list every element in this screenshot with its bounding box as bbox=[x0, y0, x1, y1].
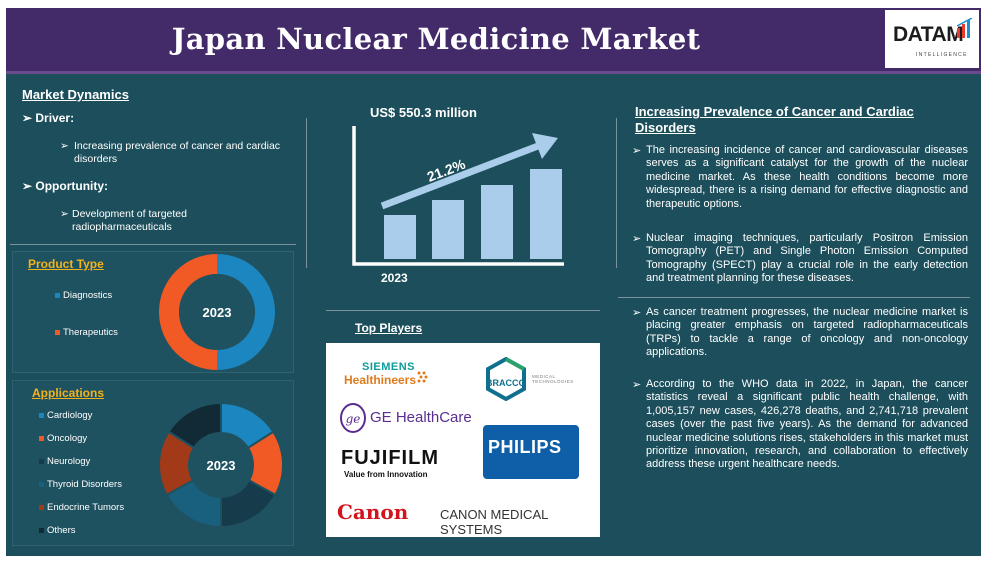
fujifilm-tagline: Value from Innovation bbox=[344, 470, 428, 479]
product-type-heading: Product Type bbox=[28, 257, 104, 271]
legend-swatch bbox=[39, 436, 44, 441]
legend-neurology: Neurology bbox=[39, 456, 90, 467]
bullet-icon: ➢ bbox=[632, 145, 642, 157]
bracco-logo: BRACCO bbox=[486, 378, 526, 388]
logo-subtext: INTELLIGENCE bbox=[916, 52, 968, 58]
company-logo: DATAM INTELLIGENCE bbox=[885, 10, 979, 68]
canon-medical-logo: CANON MEDICAL SYSTEMS bbox=[440, 507, 548, 537]
applications-donut: 2023 bbox=[158, 401, 284, 529]
bullet-icon: ➢ bbox=[632, 233, 642, 245]
fujifilm-logo: FUJIFILM bbox=[341, 447, 439, 469]
logo-bars-icon bbox=[957, 18, 973, 38]
product-type-panel: Product Type Diagnostics Therapeutics 20… bbox=[12, 251, 294, 373]
growth-bar bbox=[432, 200, 464, 259]
right-panel-heading: Increasing Prevalence of Cancer and Card… bbox=[635, 104, 914, 135]
bullet-icon: ➢ bbox=[632, 307, 642, 319]
legend-cardiology: Cardiology bbox=[39, 410, 92, 421]
ge-healthcare-logo: GE HealthCare bbox=[370, 409, 472, 426]
legend-diagnostics: Diagnostics bbox=[55, 290, 112, 301]
donut-slice-diagnostics bbox=[217, 254, 275, 370]
siemens-logo: SIEMENS bbox=[362, 361, 416, 373]
top-players-logos: SIEMENS Healthineers BRACCO MEDICAL TECH… bbox=[326, 343, 600, 537]
legend-swatch bbox=[39, 528, 44, 533]
donut-slice-therapeutics bbox=[159, 254, 217, 370]
bullet-text: Nuclear imaging techniques, particularly… bbox=[646, 232, 968, 285]
growth-bar bbox=[530, 169, 562, 259]
opportunity-label: ➢ Opportunity: bbox=[22, 179, 109, 193]
divider bbox=[10, 244, 296, 245]
donut-year: 2023 bbox=[207, 458, 236, 473]
bracco-subtext: MEDICAL TECHNOLOGIES bbox=[532, 374, 574, 384]
opportunity-text: ➢ Development of targeted radiopharmaceu… bbox=[60, 208, 187, 233]
bullet-text: The increasing incidence of cancer and c… bbox=[646, 144, 968, 210]
logo-text: DATAM bbox=[893, 23, 964, 46]
infographic: Japan Nuclear Medicine Market DATAM INTE… bbox=[6, 8, 981, 556]
market-dynamics-heading: Market Dynamics bbox=[22, 87, 129, 102]
growth-bar bbox=[384, 215, 416, 259]
driver-label: ➢ Driver: bbox=[22, 111, 75, 125]
siemens-dots-icon bbox=[417, 371, 428, 383]
donut-hole bbox=[179, 274, 255, 350]
bullet-icon: ➢ bbox=[632, 379, 642, 391]
divider bbox=[618, 297, 970, 298]
legend-swatch bbox=[39, 413, 44, 418]
legend-therapeutics: Therapeutics bbox=[55, 327, 118, 338]
donut-hole bbox=[189, 433, 253, 497]
divider bbox=[326, 310, 600, 311]
philips-logo: PHILIPS bbox=[488, 437, 562, 457]
legend-swatch bbox=[55, 330, 60, 335]
ge-logo-icon: ge bbox=[340, 403, 366, 433]
divider bbox=[306, 118, 307, 268]
legend-swatch bbox=[39, 505, 44, 510]
svg-text:ge: ge bbox=[346, 412, 361, 426]
donut-year: 2023 bbox=[203, 305, 232, 320]
product-type-donut: 2023 bbox=[159, 254, 275, 370]
applications-panel: Applications Cardiology Oncology Neurolo… bbox=[12, 380, 294, 546]
growth-arrow bbox=[380, 142, 540, 210]
legend-endocrine-tumors: Endocrine Tumors bbox=[39, 502, 124, 513]
driver-text: ➢ Increasing prevalence of cancer and ca… bbox=[60, 140, 281, 165]
page-title: Japan Nuclear Medicine Market bbox=[171, 22, 701, 56]
bracco-shield-icon bbox=[486, 357, 526, 401]
legend-oncology: Oncology bbox=[39, 433, 87, 444]
legend-swatch bbox=[39, 482, 44, 487]
legend-others: Others bbox=[39, 525, 76, 536]
healthineers-logo: Healthineers bbox=[344, 373, 417, 387]
growth-bar bbox=[481, 185, 513, 259]
title-banner: Japan Nuclear Medicine Market DATAM INTE… bbox=[6, 8, 981, 74]
growth-arrow-head bbox=[532, 133, 558, 159]
chart-axis bbox=[352, 126, 564, 266]
divider bbox=[616, 118, 617, 268]
applications-heading: Applications bbox=[32, 386, 105, 400]
bullet-text: According to the WHO data in 2022, in Ja… bbox=[646, 378, 968, 471]
canon-logo: Canon bbox=[337, 500, 409, 524]
legend-swatch bbox=[39, 459, 44, 464]
legend-thyroid-disorders: Thyroid Disorders bbox=[39, 479, 122, 490]
growth-chart: 21.2% bbox=[352, 126, 564, 266]
top-players-heading: Top Players bbox=[355, 321, 423, 335]
philips-badge bbox=[483, 425, 579, 479]
market-year: 2023 bbox=[381, 271, 408, 285]
bullet-text: As cancer treatment progresses, the nucl… bbox=[646, 306, 968, 359]
legend-swatch bbox=[55, 293, 60, 298]
market-value: US$ 550.3 million bbox=[370, 105, 477, 120]
